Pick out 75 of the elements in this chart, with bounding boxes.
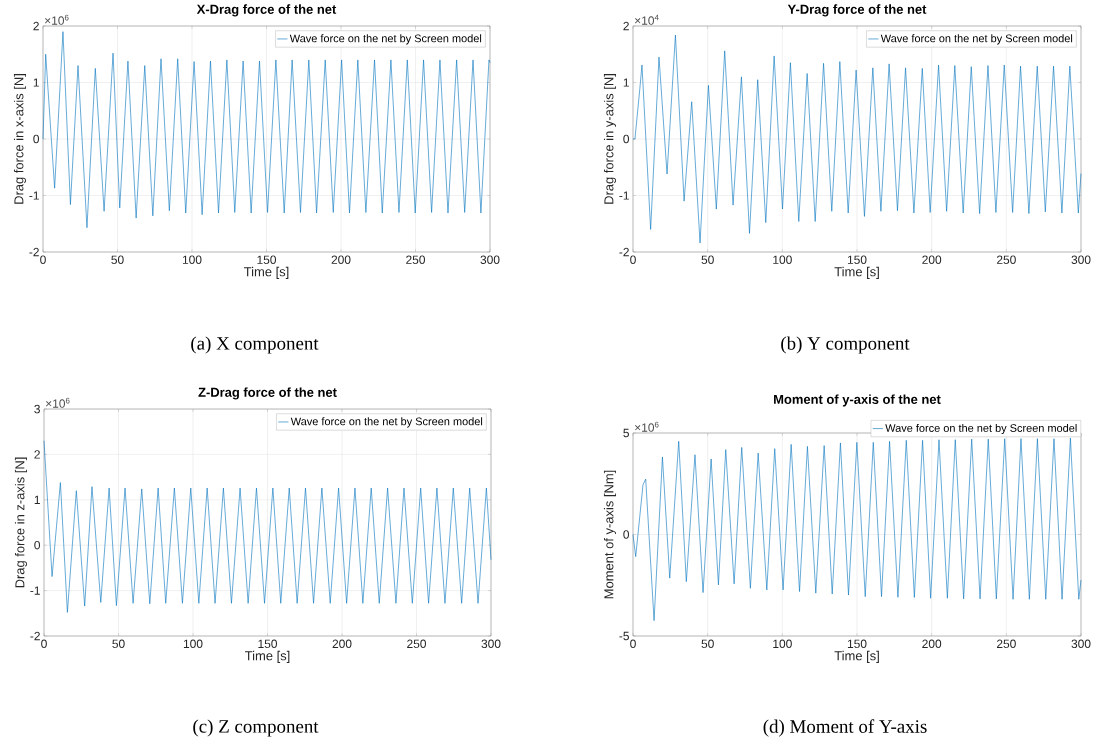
legend-label: Wave force on the net by Screen model xyxy=(289,34,482,45)
chart-title: X-Drag force of the net xyxy=(196,4,337,17)
text: (d) Moment of Y-axis xyxy=(763,719,927,737)
y-tick-label: 0 xyxy=(34,540,41,550)
y-tick-label: 5 xyxy=(623,428,629,438)
x-tick-label: 150 xyxy=(847,639,867,648)
x-tick-label: 300 xyxy=(480,255,500,264)
y-tick-label: -1 xyxy=(29,191,39,200)
x-tick-label: 50 xyxy=(112,639,125,648)
legend-label: Wave force on the net by Screen model xyxy=(290,417,483,428)
x-tick-label: 300 xyxy=(1071,639,1091,648)
x-tick-label: 200 xyxy=(331,255,351,264)
x-tick-label: 150 xyxy=(847,255,867,264)
chart-title: Y-Drag force of the net xyxy=(787,4,927,17)
text: ×10$^{4}$ xyxy=(635,14,659,25)
y-tick-label: 0 xyxy=(33,134,40,144)
y-tick-label: 0 xyxy=(623,134,630,144)
legend-label: Wave force on the net by Screen model xyxy=(880,34,1073,45)
x-axis-title: Time [s] xyxy=(834,266,879,279)
x-tick-label: 50 xyxy=(701,255,714,264)
chart-title: Z-Drag force of the net xyxy=(198,387,337,400)
line-series xyxy=(42,31,491,229)
y-axis-title: Moment of y-axis [Nm] xyxy=(603,470,617,599)
legend-label: Wave force on the net by Screen model xyxy=(885,423,1077,435)
y-tick-label: -1 xyxy=(30,586,40,595)
x-tick-label: 50 xyxy=(701,639,714,648)
y-tick-label: 1 xyxy=(34,495,40,504)
y-tick-label: 1 xyxy=(623,78,629,87)
text: ×10$^{6}$ xyxy=(46,397,70,408)
line-series xyxy=(43,440,492,613)
text: (a) X component xyxy=(191,336,319,354)
x-tick-label: 250 xyxy=(996,255,1016,264)
x-tick-label: 200 xyxy=(922,639,942,648)
text: ×10$^{6}$ xyxy=(45,14,69,25)
x-tick-label: 200 xyxy=(332,639,352,648)
x-tick-label: 250 xyxy=(406,255,426,264)
x-tick-label: 150 xyxy=(257,255,277,264)
x-tick-label: 250 xyxy=(407,639,427,648)
y-tick-label: 1 xyxy=(33,78,39,87)
y-tick-label: -5 xyxy=(619,631,629,641)
line-series xyxy=(632,437,1082,621)
y-axis-title: Drag force in x-axis [N] xyxy=(13,74,27,204)
text: (b) Y component xyxy=(781,336,910,354)
y-tick-label: 3 xyxy=(34,404,40,414)
chart-title: Moment of y-axis of the net xyxy=(774,394,941,407)
x-axis-title: Time [s] xyxy=(245,650,290,663)
y-axis-title: Drag force in z-axis [N] xyxy=(14,457,28,588)
text: (c) Z component xyxy=(193,719,319,737)
x-tick-label: 300 xyxy=(481,639,501,648)
y-tick-label: -2 xyxy=(30,631,40,641)
y-tick-label: 2 xyxy=(33,21,39,31)
y-axis-title: Drag force in y-axis [N] xyxy=(603,74,617,204)
x-axis-title: Time [s] xyxy=(834,650,879,663)
x-tick-label: 100 xyxy=(773,639,792,648)
x-tick-label: 100 xyxy=(182,255,202,264)
x-tick-label: 50 xyxy=(111,255,124,264)
y-tick-label: -1 xyxy=(619,191,629,200)
y-tick-label: -2 xyxy=(619,247,629,257)
x-tick-label: 100 xyxy=(773,255,792,264)
x-tick-label: 200 xyxy=(922,255,942,264)
y-tick-label: -2 xyxy=(29,247,39,257)
text: ×10$^{6}$ xyxy=(635,421,659,432)
x-axis-title: Time [s] xyxy=(244,266,289,279)
y-tick-label: 0 xyxy=(623,530,630,539)
y-tick-label: 2 xyxy=(34,450,40,459)
x-tick-label: 300 xyxy=(1071,255,1091,264)
x-tick-label: 0 xyxy=(630,639,636,648)
x-tick-label: 250 xyxy=(996,639,1016,648)
x-tick-label: 0 xyxy=(40,255,46,264)
x-tick-label: 0 xyxy=(630,255,636,264)
line-series xyxy=(632,34,1082,244)
x-tick-label: 0 xyxy=(41,639,47,648)
y-tick-label: 2 xyxy=(623,21,629,31)
x-tick-label: 100 xyxy=(183,639,203,648)
x-tick-label: 150 xyxy=(258,639,278,648)
